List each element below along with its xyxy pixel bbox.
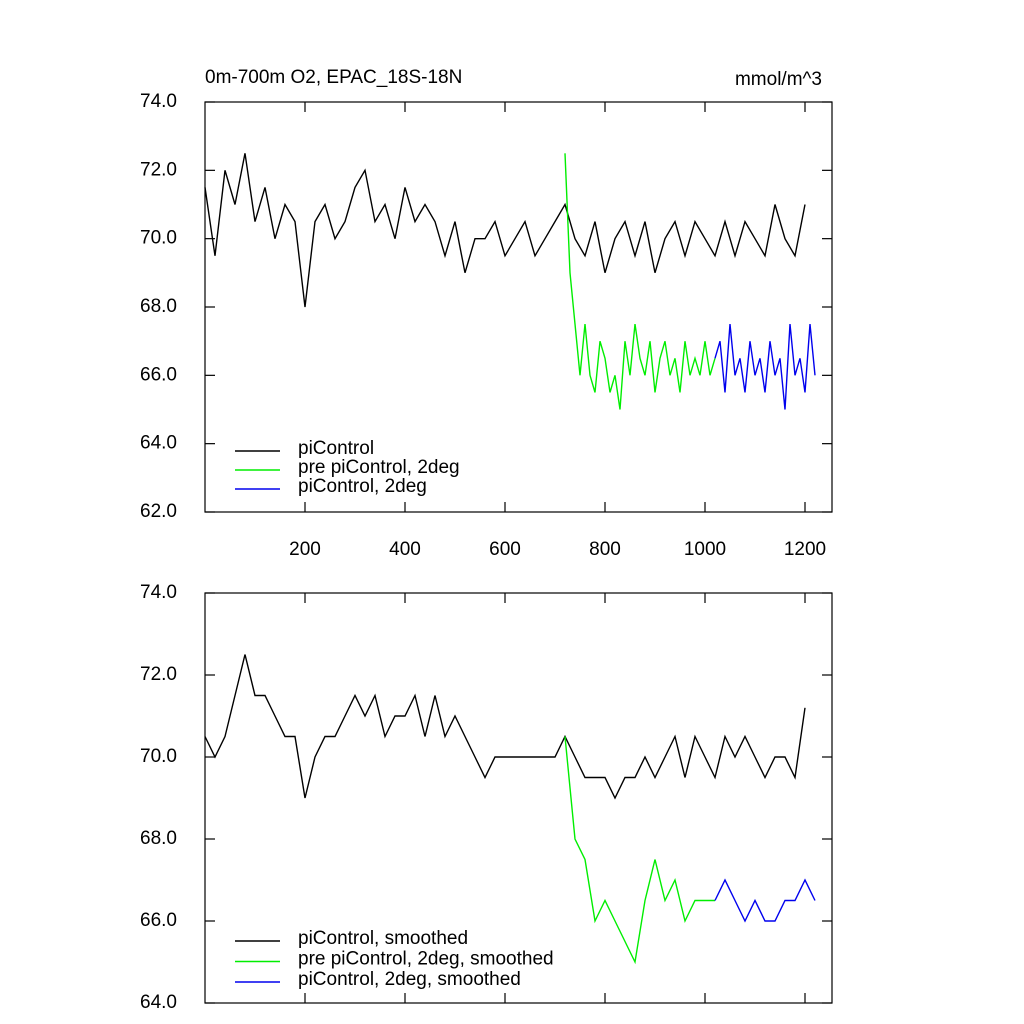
y-tick-label: 70.0 [140,746,177,767]
data-line [714,878,816,923]
data-line [204,654,806,800]
y-tick-label: 68.0 [140,828,177,849]
data-line [564,736,715,965]
legend-label: pre piControl, 2deg, smoothed [298,949,554,970]
y-tick-label: 66.0 [140,364,177,385]
plot-frame [204,592,833,1004]
x-tick-label: 800 [589,539,621,560]
x-tick-label: 1000 [684,539,726,560]
units-label: mmol/m^3 [735,69,822,90]
x-tick-label: 400 [389,539,421,560]
legend-label: piControl [298,438,374,459]
legend-label: piControl, 2deg [298,476,427,497]
y-tick-label: 74.0 [140,91,177,112]
x-tick-label: 600 [489,539,521,560]
y-tick-label: 62.0 [140,501,177,522]
data-line [204,153,806,308]
legend-label: piControl, 2deg, smoothed [298,969,521,990]
chart-title: 0m-700m O2, EPAC_18S-18N [205,67,462,88]
x-tick-label: 200 [289,539,321,560]
data-line [714,324,816,410]
y-tick-label: 72.0 [140,664,177,685]
data-line [564,153,716,410]
legend-label: pre piControl, 2deg [298,457,460,478]
y-tick-label: 64.0 [140,433,177,454]
y-tick-label: 74.0 [140,582,177,603]
y-tick-label: 70.0 [140,228,177,249]
y-tick-label: 66.0 [140,910,177,931]
legend-label: piControl, smoothed [298,928,468,949]
y-tick-label: 64.0 [140,992,177,1013]
y-tick-label: 72.0 [140,159,177,180]
x-tick-label: 1200 [784,539,826,560]
y-tick-label: 68.0 [140,296,177,317]
